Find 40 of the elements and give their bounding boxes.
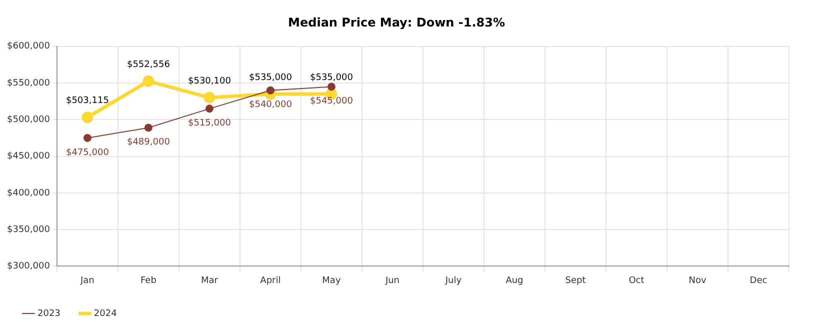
y-tick-label: $300,000 — [6, 262, 50, 272]
data-label: $503,115 — [66, 96, 109, 106]
y-tick-label: $450,000 — [6, 152, 50, 162]
y-tick-label: $500,000 — [6, 115, 50, 126]
point — [266, 86, 274, 94]
x-tick-label: Jun — [384, 276, 400, 286]
x-tick-label: Feb — [140, 276, 157, 286]
point — [144, 124, 152, 132]
y-tick-label: $350,000 — [6, 224, 50, 235]
point — [205, 104, 214, 113]
x-tick-label: Dec — [750, 276, 768, 286]
chart-title: Median Price May: Down -1.83% — [288, 15, 505, 30]
data-label: $475,000 — [66, 148, 110, 158]
legend-label: 2023 — [38, 308, 60, 319]
x-tick-label: April — [260, 276, 281, 286]
x-tick-label: Jan — [80, 276, 94, 286]
data-label: $530,100 — [188, 76, 232, 86]
data-label: $552,556 — [126, 60, 170, 70]
y-tick-label: $400,000 — [6, 188, 50, 198]
point — [327, 82, 336, 91]
data-label: $535,000 — [248, 72, 292, 83]
x-tick-label: May — [322, 276, 342, 286]
x-tick-label: Aug — [506, 276, 524, 286]
x-tick-label: Nov — [688, 276, 707, 286]
point — [82, 112, 94, 124]
y-tick-label: $600,000 — [6, 42, 50, 52]
x-tick-label: Oct — [628, 276, 645, 286]
legend-label: 2024 — [94, 308, 118, 319]
data-label: $515,000 — [188, 118, 232, 129]
y-tick-label: $550,000 — [6, 78, 50, 88]
data-label: $545,000 — [310, 96, 354, 107]
x-tick-label: July — [444, 276, 462, 286]
data-label: $535,000 — [310, 72, 354, 83]
data-label: $489,000 — [126, 138, 170, 148]
point — [142, 75, 154, 87]
data-label: $540,000 — [248, 100, 292, 110]
point — [83, 134, 92, 142]
point — [204, 92, 216, 104]
x-tick-label: Sept — [565, 276, 586, 286]
x-tick-label: Mar — [200, 276, 218, 286]
